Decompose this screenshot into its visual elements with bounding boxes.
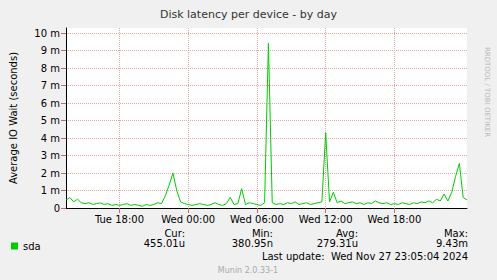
svg-text:RRDTOOL / TOBI OETIKER: RRDTOOL / TOBI OETIKER xyxy=(483,47,491,137)
svg-text:Munin 2.0.33-1: Munin 2.0.33-1 xyxy=(218,266,278,275)
svg-text:3 m: 3 m xyxy=(41,150,60,161)
svg-text:sda: sda xyxy=(23,241,41,252)
svg-text:Min:: Min: xyxy=(251,227,273,239)
svg-text:455.01u: 455.01u xyxy=(144,238,185,249)
svg-text:Tue 18:00: Tue 18:00 xyxy=(94,214,144,225)
svg-text:Wed 06:00: Wed 06:00 xyxy=(230,214,284,225)
svg-text:Disk latency per device - by d: Disk latency per device - by day xyxy=(160,8,338,21)
svg-text:8 m: 8 m xyxy=(41,63,60,74)
svg-text:7 m: 7 m xyxy=(41,80,60,91)
svg-text:5 m: 5 m xyxy=(41,115,60,126)
svg-text:Cur:: Cur: xyxy=(164,227,185,239)
svg-text:Max:: Max: xyxy=(444,227,468,239)
svg-text:9 m: 9 m xyxy=(41,45,60,56)
svg-text:9.43m: 9.43m xyxy=(436,238,468,249)
svg-text:0: 0 xyxy=(54,203,60,214)
svg-text:Avg:: Avg: xyxy=(336,227,358,239)
svg-text:10 m: 10 m xyxy=(34,28,60,39)
svg-text:2 m: 2 m xyxy=(41,168,60,179)
svg-text:Wed 12:00: Wed 12:00 xyxy=(299,214,353,225)
svg-text:1 m: 1 m xyxy=(41,185,60,196)
svg-text:380.95n: 380.95n xyxy=(232,238,273,249)
svg-text:Wed 18:00: Wed 18:00 xyxy=(368,214,422,225)
svg-text:279.31u: 279.31u xyxy=(317,238,358,249)
svg-text:Average IO Wait (seconds): Average IO Wait (seconds) xyxy=(8,52,19,184)
svg-text:Last update: Wed Nov 27 23:05: Last update: Wed Nov 27 23:05:04 2024 xyxy=(262,251,468,262)
svg-text:6 m: 6 m xyxy=(41,98,60,109)
svg-text:4 m: 4 m xyxy=(41,133,60,144)
svg-text:Wed 00:00: Wed 00:00 xyxy=(161,214,215,225)
